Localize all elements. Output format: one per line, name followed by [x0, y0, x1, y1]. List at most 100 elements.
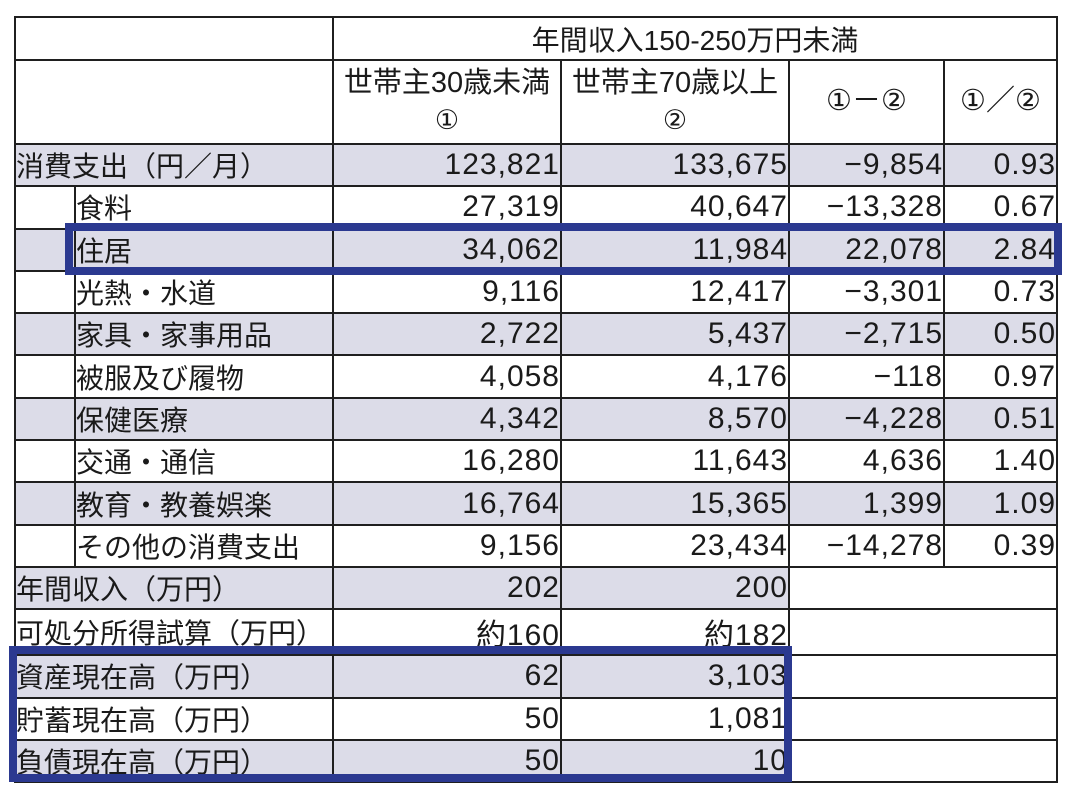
- value-over70: 11,984: [560, 227, 790, 272]
- value-over70: 8,570: [560, 396, 790, 442]
- empty-area: [787, 608, 1059, 657]
- row-label: 食料: [74, 185, 334, 230]
- table-row-assets: 資産現在高（万円） 62 3,103: [14, 654, 1059, 699]
- row-label: 被服及び履物: [74, 354, 334, 399]
- income-comparison-table: 年間収入150-250万円未満 世帯主30歳未満 ① 世帯主70歳以上 ② ①－…: [14, 16, 1059, 784]
- row-label: 光熱・水道: [74, 269, 334, 315]
- empty-area: [787, 565, 1059, 611]
- value-ratio: 0.93: [942, 142, 1059, 188]
- table-row-furniture: 家具・家事用品 2,722 5,437 −2,715 0.50: [14, 312, 1059, 357]
- value-under30: 約160: [332, 608, 562, 657]
- row-label: 貯蓄現在高（万円）: [14, 696, 334, 741]
- row-label: 保健医療: [74, 396, 334, 442]
- value-under30: 16,764: [332, 481, 562, 526]
- value-ratio: 0.50: [942, 312, 1059, 357]
- table-row-other: その他の消費支出 9,156 23,434 −14,278 0.39: [14, 523, 1059, 568]
- indent-cell: [14, 185, 76, 230]
- value-under30: 50: [332, 696, 562, 741]
- column-header-under30-title: 世帯主30歳未満: [343, 66, 551, 99]
- value-difference: −118: [788, 354, 945, 399]
- table-row-consumption-total: 消費支出（円／月） 123,821 133,675 −9,854 0.93: [14, 142, 1059, 188]
- circled-one-mark: ①: [434, 105, 460, 135]
- value-ratio: 0.39: [942, 523, 1059, 568]
- value-difference: −3,301: [788, 269, 945, 315]
- value-over70: 15,365: [560, 481, 790, 526]
- value-ratio: 0.73: [942, 269, 1059, 315]
- value-difference: −14,278: [788, 523, 945, 568]
- row-label: 住居: [74, 227, 334, 272]
- column-header-over70: 世帯主70歳以上 ②: [560, 59, 790, 145]
- indent-cell: [14, 227, 76, 272]
- column-header-over70-title: 世帯主70歳以上: [571, 66, 779, 99]
- value-under30: 62: [332, 654, 562, 699]
- row-label: 交通・通信: [74, 439, 334, 484]
- indent-cell: [14, 523, 76, 568]
- value-under30: 9,156: [332, 523, 562, 568]
- indent-cell: [14, 269, 76, 315]
- table-row-utilities: 光熱・水道 9,116 12,417 −3,301 0.73: [14, 269, 1059, 315]
- indent-cell: [14, 396, 76, 442]
- value-difference: −2,715: [788, 312, 945, 357]
- row-label: 消費支出（円／月）: [14, 142, 334, 188]
- row-label: 負債現在高（万円）: [14, 738, 334, 784]
- indent-cell: [14, 481, 76, 526]
- value-difference: −13,328: [788, 185, 945, 230]
- row-label: 家具・家事用品: [74, 312, 334, 357]
- indent-cell: [14, 439, 76, 484]
- row-label: 年間収入（万円）: [14, 565, 334, 611]
- value-ratio: 2.84: [942, 227, 1059, 272]
- value-under30: 202: [332, 565, 562, 611]
- value-ratio: 1.09: [942, 481, 1059, 526]
- value-difference: 4,636: [788, 439, 945, 484]
- column-header-ratio: ①／②: [942, 59, 1059, 145]
- value-under30: 9,116: [332, 269, 562, 315]
- value-under30: 16,280: [332, 439, 562, 484]
- row-label: 可処分所得試算（万円）: [14, 608, 334, 657]
- value-under30: 34,062: [332, 227, 562, 272]
- table-row-annual-income: 年間収入（万円） 202 200: [14, 565, 1059, 611]
- value-over70: 200: [560, 565, 790, 611]
- value-under30: 27,319: [332, 185, 562, 230]
- corner-empty-cell: [14, 16, 334, 61]
- empty-area: [787, 738, 1059, 784]
- span-header: 年間収入150-250万円未満: [331, 16, 1059, 61]
- indent-cell: [14, 312, 76, 357]
- table-row-clothing: 被服及び履物 4,058 4,176 −118 0.97: [14, 354, 1059, 399]
- table-row-liabilities: 負債現在高（万円） 50 10: [14, 738, 1059, 784]
- value-over70: 5,437: [560, 312, 790, 357]
- table-row-housing: 住居 34,062 11,984 22,078 2.84: [14, 227, 1059, 272]
- row-label: 教育・教養娯楽: [74, 481, 334, 526]
- value-difference: 22,078: [788, 227, 945, 272]
- empty-area: [787, 654, 1059, 699]
- value-under30: 4,058: [332, 354, 562, 399]
- table-row-education: 教育・教養娯楽 16,764 15,365 1,399 1.09: [14, 481, 1059, 526]
- table-row-disposable-income: 可処分所得試算（万円） 約160 約182: [14, 608, 1059, 657]
- value-over70: 10: [560, 738, 790, 784]
- value-over70: 40,647: [560, 185, 790, 230]
- value-over70: 12,417: [560, 269, 790, 315]
- table-row-medical: 保健医療 4,342 8,570 −4,228 0.51: [14, 396, 1059, 442]
- value-over70: 1,081: [560, 696, 790, 741]
- value-ratio: 0.51: [942, 396, 1059, 442]
- value-over70: 133,675: [560, 142, 790, 188]
- row-label: 資産現在高（万円）: [14, 654, 334, 699]
- value-over70: 約182: [560, 608, 790, 657]
- value-over70: 23,434: [560, 523, 790, 568]
- table-row-savings: 貯蓄現在高（万円） 50 1,081: [14, 696, 1059, 741]
- column-header-under30: 世帯主30歳未満 ①: [332, 59, 562, 145]
- value-over70: 11,643: [560, 439, 790, 484]
- corner-empty-cell-2: [14, 59, 334, 145]
- value-over70: 3,103: [560, 654, 790, 699]
- value-ratio: 0.97: [942, 354, 1059, 399]
- value-ratio: 0.67: [942, 185, 1059, 230]
- column-header-difference: ①－②: [788, 59, 945, 145]
- value-under30: 2,722: [332, 312, 562, 357]
- table-row-food: 食料 27,319 40,647 −13,328 0.67: [14, 185, 1059, 230]
- empty-area: [787, 696, 1059, 741]
- table-header-row-2: 世帯主30歳未満 ① 世帯主70歳以上 ② ①－② ①／②: [14, 59, 1059, 145]
- value-over70: 4,176: [560, 354, 790, 399]
- value-ratio: 1.40: [942, 439, 1059, 484]
- value-difference: 1,399: [788, 481, 945, 526]
- circled-two-mark: ②: [662, 105, 688, 135]
